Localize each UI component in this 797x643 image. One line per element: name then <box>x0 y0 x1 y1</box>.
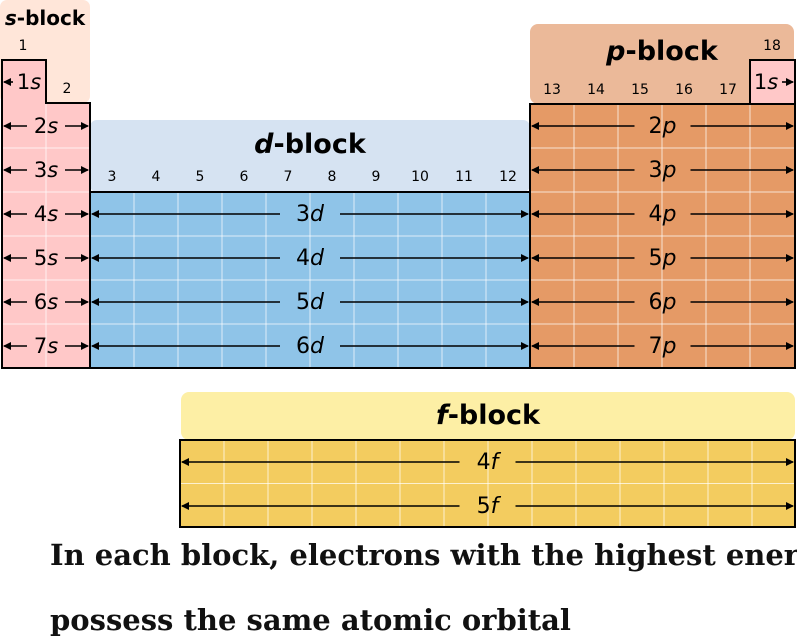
group-number: 1 <box>19 38 28 54</box>
caption-line-1: In each block, electrons with the highes… <box>50 538 797 572</box>
f-block-header <box>181 392 795 440</box>
group-number: 13 <box>543 82 561 98</box>
group-number: 17 <box>719 82 737 98</box>
orbital-6s-label: 6s <box>34 290 58 314</box>
p-block-title-letter: p <box>605 36 625 67</box>
group-number: 10 <box>411 169 429 185</box>
orbital-7s-label: 7s <box>34 334 58 358</box>
p-block-header <box>530 24 794 104</box>
d-block-title-letter: d <box>254 129 274 160</box>
orbital-6d-label: 6d <box>296 334 325 359</box>
group-number: 18 <box>763 38 781 54</box>
group-number: 4 <box>152 169 161 185</box>
orbital-4f-label: 4f <box>477 450 502 475</box>
orbital-4s-label: 4s <box>34 202 58 226</box>
group-number: 16 <box>675 82 693 98</box>
group-number: 5 <box>196 169 205 185</box>
s-block-outline <box>1 59 91 369</box>
group-number: 14 <box>587 82 605 98</box>
block-outlines <box>1 59 796 528</box>
d-block-header <box>90 120 530 192</box>
group-number: 3 <box>108 169 117 185</box>
f-block-outline <box>179 439 796 528</box>
f-block-title-letter: f <box>436 400 451 431</box>
orbital-5p-label: 5p <box>649 246 677 271</box>
orbital-2p-label: 2p <box>649 114 677 139</box>
group-number: 7 <box>284 169 293 185</box>
group-number: 12 <box>499 169 517 185</box>
s-block-title-letter: s <box>5 6 17 30</box>
orbital-1s-hydrogen: 1s <box>17 70 41 94</box>
group-number: 9 <box>372 169 381 185</box>
group-number: 8 <box>328 169 337 185</box>
s-block-title: s-block <box>5 6 86 30</box>
orbital-4d-label: 4d <box>296 246 325 271</box>
s-block-title-rest: -block <box>17 6 86 30</box>
p-block-title-rest: -block <box>626 36 719 67</box>
orbital-5d-label: 5d <box>296 290 325 315</box>
p-block-outline <box>529 103 796 369</box>
group-number: 11 <box>455 169 473 185</box>
orbital-3p-label: 3p <box>649 158 677 183</box>
orbital-2s-label: 2s <box>34 114 58 138</box>
orbital-7p-label: 7p <box>649 334 677 359</box>
orbital-4p-label: 4p <box>649 202 677 227</box>
d-block-title-rest: -block <box>274 129 367 160</box>
orbital-3s-label: 3s <box>34 158 58 182</box>
d-block-title: d-block <box>254 129 367 160</box>
f-block-title: f-block <box>436 400 541 431</box>
orbital-1s-helium: 1s <box>754 70 778 94</box>
p-block-title: p-block <box>605 36 719 67</box>
group-number: 2 <box>63 81 72 97</box>
group-number: 6 <box>240 169 249 185</box>
caption-line-2: possess the same atomic orbital <box>50 603 571 637</box>
orbital-6p-label: 6p <box>649 290 677 315</box>
grid-lines <box>2 104 795 527</box>
orbital-5s-label: 5s <box>34 246 58 270</box>
orbital-5f-label: 5f <box>477 494 502 519</box>
helium-cell-outline <box>749 59 796 105</box>
f-block-title-rest: -block <box>448 400 541 431</box>
group-number: 15 <box>631 82 649 98</box>
orbital-3d-label: 3d <box>296 202 325 227</box>
